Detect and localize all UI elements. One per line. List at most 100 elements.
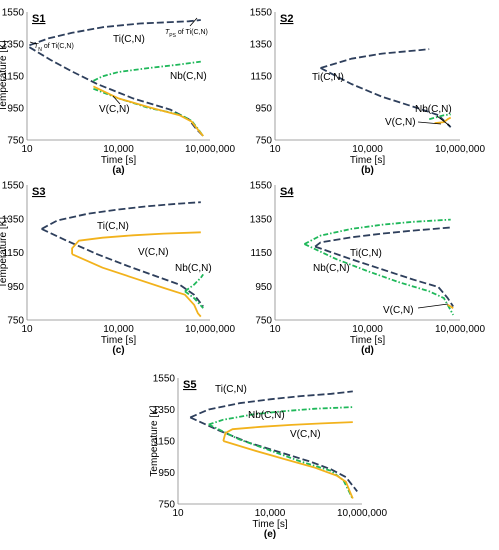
x-axis-label: Time [s] [252, 519, 287, 530]
panel-s4: 750 950 1150 1350 1550 10 10,000 10,000,000 Time… [250, 181, 486, 357]
arrow-tn-s1 [29, 41, 37, 45]
label-v-s2: V(C,N) [385, 117, 416, 128]
series-line [428, 113, 451, 121]
series-line [93, 85, 204, 137]
y-tick-label: 1550 [250, 181, 273, 192]
series-line [320, 48, 430, 69]
panel-s5: 750 950 1150 1350 1550 10 10,000 10,000,000 Time… [149, 374, 387, 541]
y-tick-label: 950 [7, 104, 24, 115]
series-line [223, 440, 354, 499]
series-line [71, 231, 201, 255]
x-tick-label: 10,000 [352, 324, 383, 335]
label-nb-s1: Nb(C,N) [170, 71, 207, 82]
label-ti-s1: Ti(C,N) [113, 34, 145, 45]
pointer-nb-s2 [436, 115, 451, 127]
annotations-s1: Ti(C,N) Nb(C,N) V(C,N) TN of Ti(C,N) TPS… [29, 17, 208, 115]
panel-label: (a) [112, 165, 124, 176]
panel-s3: 750 950 1150 1350 1550 10 10,000 10,000,000 Time… [0, 181, 235, 357]
y-tick-label: 750 [255, 316, 272, 327]
label-ti-s4: Ti(C,N) [350, 248, 382, 259]
y-tick-label: 950 [7, 282, 24, 293]
y-tick-label: 1150 [153, 437, 175, 448]
y-tick-label: 1150 [250, 72, 272, 83]
y-tick-label: 750 [255, 136, 272, 147]
x-tick-label: 10,000 [103, 324, 134, 335]
series-line [28, 46, 204, 137]
label-tn-s1: TN of Ti(C,N) [34, 43, 74, 53]
label-nb-s2: Nb(C,N) [415, 104, 452, 115]
y-tick-label: 750 [158, 500, 175, 511]
y-axis-label: Temperature [K] [0, 217, 9, 288]
y-tick-label: 1350 [2, 40, 25, 51]
series-line [314, 245, 454, 307]
series-line [314, 226, 451, 248]
x-axis-label: Time [s] [350, 335, 385, 346]
x-tick-label: 10 [269, 324, 281, 335]
y-tick-label: 1150 [250, 248, 272, 259]
series-line [320, 67, 452, 128]
y-tick-label: 1350 [250, 40, 273, 51]
annotations-s2: Ti(C,N) Nb(C,N) V(C,N) [312, 72, 452, 128]
y-tick-label: 950 [158, 468, 175, 479]
y-tick-label: 1350 [2, 214, 25, 225]
panel-label: (e) [264, 529, 276, 540]
y-tick-label: 1550 [2, 181, 25, 192]
y-tick-label: 950 [255, 104, 272, 115]
label-tps-s1: TPS of Ti(C,N) [165, 29, 208, 39]
panel-label: (c) [112, 345, 124, 356]
label-v-s1: V(C,N) [99, 104, 130, 115]
x-tick-label: 10 [172, 508, 184, 519]
x-tick-label: 10,000,000 [435, 324, 485, 335]
series-line [208, 423, 354, 500]
series-line [434, 116, 452, 125]
panel-title: S5 [183, 379, 196, 391]
panel-title: S1 [32, 13, 45, 25]
y-tick-label: 1550 [2, 8, 25, 19]
series-line [303, 218, 451, 245]
y-tick-label: 950 [255, 282, 272, 293]
x-tick-label: 10,000,000 [337, 508, 387, 519]
annotations-s5: Ti(C,N) Nb(C,N) V(C,N) [215, 384, 321, 440]
series-line [222, 421, 353, 442]
label-v-s5: V(C,N) [290, 429, 321, 440]
pointer-v-s1 [112, 95, 121, 105]
panel-title: S2 [280, 13, 293, 25]
y-tick-label: 1150 [2, 248, 24, 259]
y-tick-label: 1350 [250, 214, 273, 225]
label-nb-s3: Nb(C,N) [175, 263, 212, 274]
arrow-tps-s1 [189, 17, 198, 27]
series-line [71, 253, 202, 318]
panel-title: S3 [32, 186, 45, 198]
series-line [304, 243, 454, 316]
y-tick-label: 750 [7, 136, 24, 147]
series-line [184, 290, 204, 309]
y-tick-label: 1550 [153, 374, 176, 385]
panel-s1: 750 950 1150 1350 1550 10 10,000 10,000,000 Time… [0, 8, 235, 177]
y-tick-label: 1350 [153, 405, 176, 416]
panel-title: S4 [280, 186, 294, 198]
y-tick-label: 750 [7, 316, 24, 327]
series-line [93, 60, 201, 82]
pointer-v-s4 [417, 303, 449, 309]
panel-s2: 750 950 1150 1350 1550 10 10,000 10,000,000 Time… [250, 8, 486, 177]
series-line [184, 273, 204, 293]
label-nb-s4: Nb(C,N) [313, 263, 350, 274]
series-line [189, 416, 358, 492]
series-line [29, 19, 201, 47]
panel-label: (d) [361, 345, 374, 356]
series-line [189, 390, 353, 419]
x-axis-label: Time [s] [101, 155, 136, 166]
y-axis-label: Temperature [K] [149, 405, 160, 476]
series-line [447, 304, 454, 309]
label-v-s4: V(C,N) [383, 305, 414, 316]
y-tick-label: 1550 [250, 8, 273, 19]
panel-label: (b) [361, 165, 374, 176]
x-tick-label: 10 [21, 144, 33, 155]
series-line [41, 201, 201, 230]
x-tick-label: 10,000,000 [435, 144, 485, 155]
x-tick-label: 10,000,000 [185, 324, 235, 335]
annotations-s4: Ti(C,N) Nb(C,N) V(C,N) [313, 248, 449, 316]
x-tick-label: 10,000 [103, 144, 134, 155]
label-ti-s5: Ti(C,N) [215, 384, 247, 395]
